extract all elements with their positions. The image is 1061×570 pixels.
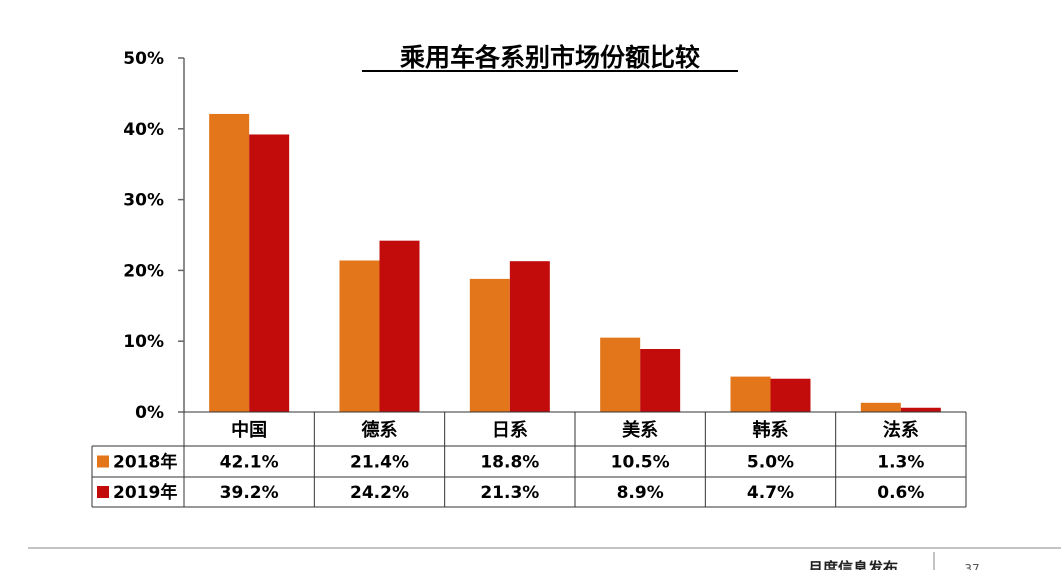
footer-source-text: 月度信息发布: [807, 559, 898, 570]
bar-2019-2: [509, 261, 550, 412]
y-axis: 0% 10% 20% 30% 40% 50%: [123, 49, 185, 423]
bars: [209, 113, 941, 413]
table-cell-value: 8.9%: [617, 483, 664, 503]
y-tick-label: 0%: [135, 403, 164, 423]
table-cell-value: 21.3%: [480, 483, 539, 503]
y-tick-label: 30%: [123, 191, 164, 211]
bar-2018-0: [209, 113, 250, 412]
legend-swatch-2019: [97, 486, 109, 498]
page-number: 37: [964, 562, 979, 570]
bar-2018-2: [469, 278, 510, 412]
bar-2018-5: [860, 402, 901, 412]
y-tick-label: 40%: [123, 120, 164, 140]
category-label: 日系: [492, 420, 528, 441]
data-table: 中国 德系 日系 美系 韩系 法系 2018年 42.1% 21.4% 18.8% 10.5% 5.0…: [91, 411, 967, 508]
y-tick-label: 10%: [123, 332, 164, 352]
table-cell-value: 18.8%: [480, 453, 539, 473]
y-tick-label: 20%: [123, 261, 164, 281]
category-label: 法系: [883, 419, 919, 441]
table-cell-value: 21.4%: [350, 453, 409, 473]
bar-2018-1: [339, 260, 380, 412]
chart-title: 乘用车各系别市场份额比较: [400, 43, 700, 72]
bar-2019-5: [900, 407, 941, 412]
bar-2019-4: [770, 378, 811, 412]
category-label: 中国: [231, 419, 267, 441]
bar-2019-1: [379, 240, 420, 412]
table-cell-value: 5.0%: [747, 453, 794, 473]
category-label: 韩系: [753, 419, 789, 441]
bar-2018-3: [600, 337, 641, 412]
legend-swatch-2018: [97, 455, 109, 468]
bar-2018-4: [730, 376, 771, 412]
table-cell-value: 39.2%: [220, 483, 279, 503]
table-cell-value: 24.2%: [350, 483, 409, 503]
legend-label: 2019年: [113, 482, 177, 503]
bar-2019-3: [640, 348, 681, 412]
category-label: 德系: [362, 419, 398, 441]
table-cell-value: 4.7%: [747, 483, 794, 503]
category-label: 美系: [622, 419, 658, 441]
y-tick-label: 50%: [123, 49, 164, 69]
table-cell-value: 42.1%: [220, 453, 279, 473]
legend-label: 2018年: [113, 452, 177, 473]
table-cell-value: 1.3%: [877, 453, 924, 473]
footer: 月度信息发布 37: [28, 547, 1061, 570]
table-cell-value: 0.6%: [877, 483, 924, 503]
bar-2019-0: [249, 134, 290, 413]
table-cell-value: 10.5%: [611, 453, 670, 473]
